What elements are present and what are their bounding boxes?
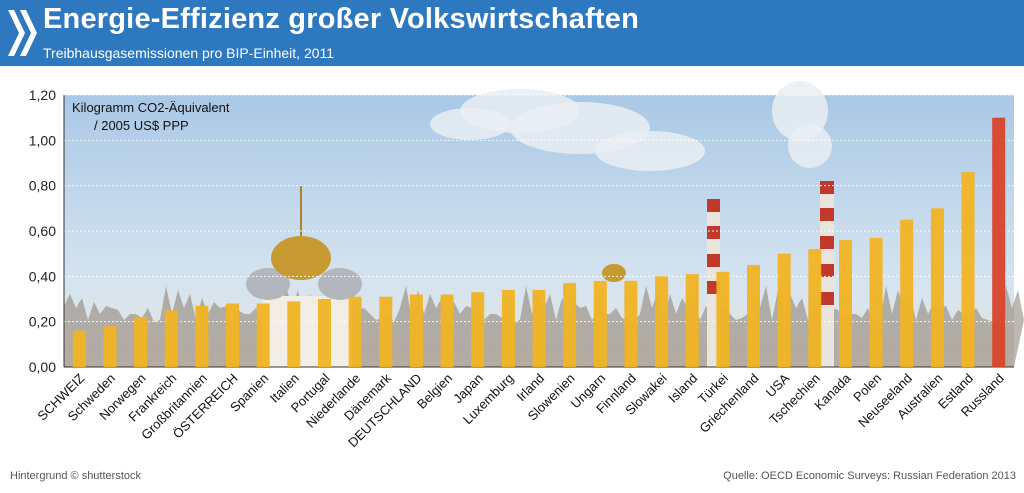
bar-chart: 0,00 0,20 0,40 0,60 0,80 1,00 1,20 Kilogramm CO… xyxy=(29,81,1024,450)
chimney-stripe xyxy=(820,264,834,277)
y-tick-label: 0,40 xyxy=(29,268,56,284)
bar xyxy=(808,249,822,367)
chimney-stripe xyxy=(707,226,720,239)
chimney-stripe xyxy=(820,181,834,194)
bar xyxy=(869,237,883,367)
bar xyxy=(900,219,914,367)
unit-label: Kilogramm CO2-Äquivalent xyxy=(72,100,230,115)
bar xyxy=(839,240,852,367)
bar xyxy=(593,280,607,367)
bar xyxy=(655,276,669,367)
bar xyxy=(134,317,148,367)
y-tick-label: 0,60 xyxy=(29,223,56,239)
bar xyxy=(563,283,577,367)
smoke-cloud xyxy=(788,124,832,168)
chart-title: Energie-Effizienz großer Volkswirtschaft… xyxy=(43,3,640,35)
bar xyxy=(501,289,515,367)
oecd-chevrons-icon xyxy=(8,10,37,56)
y-tick-label: 0,00 xyxy=(29,359,56,375)
bar xyxy=(777,253,791,367)
bar xyxy=(348,296,362,367)
golden-dome xyxy=(271,236,331,280)
golden-dome xyxy=(602,264,626,282)
background-credit: Hintergrund © shutterstock xyxy=(10,470,141,482)
bar xyxy=(195,305,209,367)
chart-area: 0,00 0,20 0,40 0,60 0,80 1,00 1,20 Kilogramm CO… xyxy=(0,66,1024,488)
bar xyxy=(930,208,944,367)
chimney-stripe xyxy=(707,254,720,267)
bar xyxy=(961,172,975,367)
y-tick-label: 0,20 xyxy=(29,314,56,330)
x-tick-label: Belgien xyxy=(414,371,455,412)
bar xyxy=(440,294,454,367)
x-tick-label: Island xyxy=(665,371,700,406)
bar xyxy=(992,117,1006,367)
chimney-stripe xyxy=(820,236,834,249)
bar xyxy=(226,303,239,367)
chimney-stripe xyxy=(820,208,834,221)
unit-label: / 2005 US$ PPP xyxy=(94,118,189,133)
y-tick-label: 1,00 xyxy=(29,132,56,148)
cathedral-wall xyxy=(262,296,352,367)
bar xyxy=(256,303,270,367)
bar xyxy=(164,310,178,367)
chimney-stripe xyxy=(820,292,834,305)
header-bar: Energie-Effizienz großer Volkswirtschaft… xyxy=(0,0,1024,66)
bar xyxy=(379,296,393,367)
source-note: Quelle: OECD Economic Surveys: Russian F… xyxy=(723,470,1016,482)
bar xyxy=(471,292,485,367)
silver-dome xyxy=(318,268,362,300)
bar xyxy=(72,330,86,367)
bar xyxy=(685,274,699,367)
bar xyxy=(624,280,638,367)
smoke-cloud xyxy=(595,131,705,171)
chimney-stripe xyxy=(707,199,720,212)
y-tick-label: 1,20 xyxy=(29,87,56,103)
bar xyxy=(716,271,730,367)
bar xyxy=(318,299,331,367)
bar xyxy=(103,326,117,367)
chart-subtitle: Treibhausgasemissionen pro BIP-Einheit, … xyxy=(43,45,335,61)
bar xyxy=(409,294,423,367)
y-tick-label: 0,80 xyxy=(29,178,56,194)
smoke-cloud xyxy=(430,108,510,140)
bar xyxy=(532,289,546,367)
bar xyxy=(287,301,301,367)
bar xyxy=(747,265,760,367)
